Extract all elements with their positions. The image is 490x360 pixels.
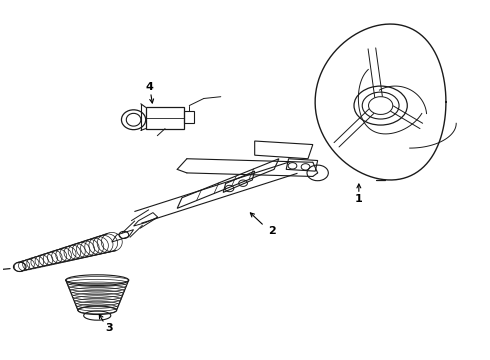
Text: 1: 1	[355, 194, 363, 204]
Text: 4: 4	[145, 82, 153, 92]
Text: 3: 3	[105, 323, 113, 333]
Text: 2: 2	[268, 226, 275, 237]
